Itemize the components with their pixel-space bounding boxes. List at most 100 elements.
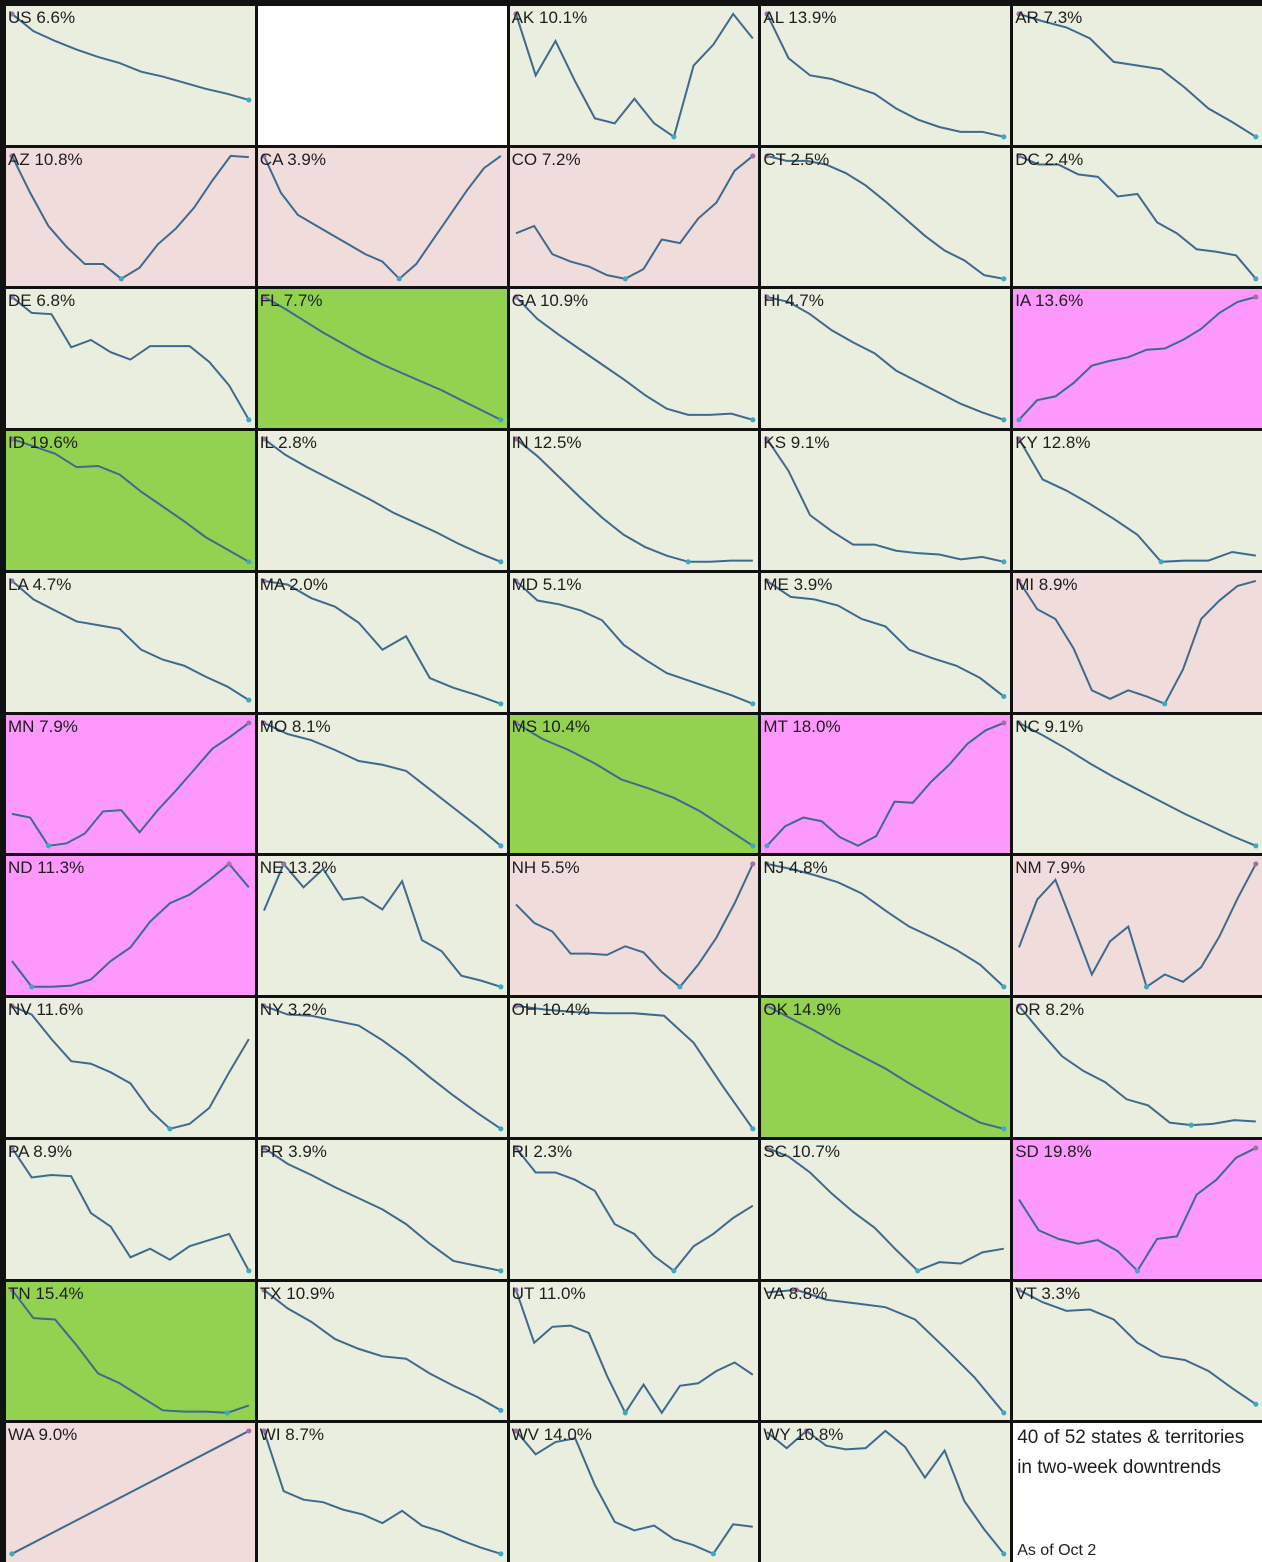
series-line <box>1019 156 1256 279</box>
min-point <box>1188 1122 1195 1128</box>
series-line <box>516 14 753 137</box>
panel-label: RI 2.3% <box>511 1141 573 1161</box>
panel-28: MT 18.0% <box>761 714 1011 854</box>
sparkline-svg <box>1016 578 1262 707</box>
sparkline-svg <box>512 719 756 849</box>
min-point <box>622 1409 628 1415</box>
panel-11: FL 7.7% <box>257 289 507 429</box>
series-line <box>264 297 501 420</box>
panel-label: TN 15.4% <box>8 1283 84 1303</box>
min-point <box>498 842 504 849</box>
max-point <box>261 719 267 726</box>
panel-label: MO 8.1% <box>259 716 331 736</box>
series-line <box>264 1006 501 1129</box>
panel-50: WA 9.0% <box>6 1423 255 1562</box>
panel-label: MS 10.4% <box>511 716 591 736</box>
series-line <box>767 1006 1004 1129</box>
panel-label: MD 5.1% <box>511 574 582 594</box>
panel-30: ND 11.3% <box>6 856 255 996</box>
panel-label: OR 8.2% <box>1015 1000 1085 1020</box>
sparkline-svg <box>761 1286 1007 1415</box>
panel-label: NE 13.2% <box>259 858 337 878</box>
max-point <box>261 578 267 584</box>
panel-38: OK 14.9% <box>761 998 1011 1137</box>
as-of-date: As of Oct 2 <box>1017 1542 1097 1559</box>
series-line <box>1019 723 1256 846</box>
panel-label: VA 8.8% <box>763 1283 828 1303</box>
min-point <box>246 697 252 703</box>
max-point <box>261 1003 267 1009</box>
series-line <box>767 864 1004 987</box>
max-point <box>226 861 232 867</box>
max-point <box>1253 294 1259 300</box>
panel-label: HI 4.7% <box>763 291 824 311</box>
panel-41: PR 3.9% <box>257 1139 507 1279</box>
max-point <box>512 1145 519 1151</box>
panel-label: FL 7.7% <box>259 291 323 311</box>
panel-label: SC 10.7% <box>763 1141 840 1161</box>
sparkline-svg <box>764 861 1007 990</box>
min-point <box>498 1551 504 1557</box>
min-point <box>396 275 402 282</box>
series-line <box>516 864 753 987</box>
max-point <box>804 1428 810 1434</box>
panel-label: ID 19.6% <box>8 433 78 453</box>
sparkline-svg <box>261 153 507 282</box>
panel-0: US 6.6% <box>6 6 255 145</box>
max-point <box>764 578 770 584</box>
series-line <box>1019 1006 1256 1125</box>
panel-42: RI 2.3% <box>509 1139 759 1279</box>
max-point <box>764 153 770 159</box>
sparkline-svg <box>512 294 756 423</box>
max-point <box>261 436 267 442</box>
max-point <box>512 11 519 17</box>
sparkline-svg <box>1016 11 1259 140</box>
series-line <box>12 14 249 100</box>
panel-2: AK 10.1% <box>509 6 759 145</box>
min-point <box>915 1268 921 1274</box>
panel-40: PA 8.9% <box>6 1139 255 1279</box>
min-point <box>1144 984 1150 990</box>
max-point <box>512 1003 519 1009</box>
panel-39: OR 8.2% <box>1013 998 1262 1137</box>
panel-label: ME 3.9% <box>763 574 833 594</box>
panel-8: CT 2.5% <box>761 147 1011 287</box>
min-point <box>1001 275 1007 282</box>
panel-label: OK 14.9% <box>763 1000 841 1020</box>
max-point <box>764 861 770 867</box>
max-point <box>512 719 519 726</box>
panel-53: WY 10.8% <box>761 1423 1011 1562</box>
series-line <box>1019 1148 1256 1271</box>
panel-24: MI 8.9% <box>1013 572 1262 712</box>
panel-9: DC 2.4% <box>1013 147 1262 287</box>
min-point <box>498 559 504 565</box>
min-point <box>224 1409 230 1415</box>
min-point <box>9 1551 15 1557</box>
min-point <box>749 1126 756 1132</box>
panel-37: OH 10.4% <box>509 998 759 1137</box>
sparkline-svg <box>1016 436 1262 565</box>
min-point <box>45 842 51 849</box>
max-point <box>246 1428 252 1434</box>
panel-43: SC 10.7% <box>761 1139 1011 1279</box>
sparkline-svg <box>764 294 1007 423</box>
panel-label: AR 7.3% <box>1015 8 1083 27</box>
max-point <box>1016 153 1022 159</box>
sparkline-svg <box>764 436 1007 565</box>
max-point <box>261 1286 267 1293</box>
series-line <box>767 439 1004 562</box>
sparkline-svg <box>9 436 252 565</box>
panel-label: NM 7.9% <box>1015 858 1086 878</box>
panel-label: DC 2.4% <box>1015 149 1084 169</box>
max-point <box>764 11 770 17</box>
max-point <box>261 294 267 300</box>
panel-label: KY 12.8% <box>1015 433 1091 453</box>
series-line <box>516 1289 753 1412</box>
sparkline-svg <box>1016 719 1259 849</box>
series-line <box>264 723 501 846</box>
panel-label: WV 14.0% <box>511 1425 592 1445</box>
sparkline-svg <box>9 1145 252 1274</box>
panel-label: MI 8.9% <box>1015 574 1078 594</box>
sparkline-svg <box>261 1428 504 1557</box>
panel-4: AR 7.3% <box>1013 6 1262 145</box>
